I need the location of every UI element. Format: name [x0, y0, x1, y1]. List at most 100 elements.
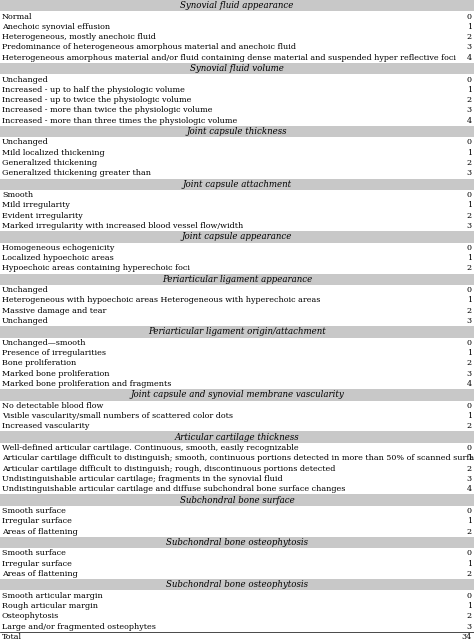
Text: 2: 2 [467, 33, 472, 41]
Text: 3: 3 [467, 317, 472, 325]
Bar [0, 85, 474, 95]
Text: Periarticular ligament origin/attachment: Periarticular ligament origin/attachment [148, 327, 326, 336]
Bar [0, 389, 474, 401]
Text: Mild localized thickening: Mild localized thickening [2, 149, 105, 157]
Text: Localized hypoechoic areas: Localized hypoechoic areas [2, 254, 114, 262]
Bar [0, 431, 474, 443]
Text: Irregular surface: Irregular surface [2, 560, 72, 568]
Bar [0, 148, 474, 158]
Text: Predominance of heterogeneous amorphous material and anechoic fluid: Predominance of heterogeneous amorphous … [2, 44, 296, 51]
Text: 34: 34 [462, 633, 472, 641]
Bar [0, 178, 474, 190]
Bar [0, 137, 474, 148]
Text: Smooth articular margin: Smooth articular margin [2, 591, 103, 600]
Bar [0, 443, 474, 453]
Text: 3: 3 [467, 107, 472, 114]
Text: Increased - more than twice the physiologic volume: Increased - more than twice the physiolo… [2, 107, 212, 114]
Bar [0, 526, 474, 537]
Text: 3: 3 [467, 169, 472, 177]
Bar [0, 63, 474, 74]
Text: 0: 0 [467, 286, 472, 294]
Text: 4: 4 [467, 54, 472, 62]
Text: Heterogeneous, mostly anechoic fluid: Heterogeneous, mostly anechoic fluid [2, 33, 156, 41]
Text: Synovial fluid appearance: Synovial fluid appearance [180, 1, 294, 10]
Text: 4: 4 [467, 380, 472, 388]
Text: Articular cartilage difficult to distinguish; smooth, continuous portions detect: Articular cartilage difficult to disting… [2, 455, 474, 462]
Text: 1: 1 [467, 455, 472, 462]
Bar [0, 243, 474, 253]
Text: Joint capsule and synovial membrane vascularity: Joint capsule and synovial membrane vasc… [130, 390, 344, 399]
Bar [0, 537, 474, 548]
Bar [0, 411, 474, 421]
Bar [0, 369, 474, 379]
Bar [0, 338, 474, 348]
Text: Irregular surface: Irregular surface [2, 517, 72, 525]
Bar [0, 95, 474, 105]
Text: Joint capsule appearance: Joint capsule appearance [182, 232, 292, 241]
Text: Areas of flattening: Areas of flattening [2, 570, 78, 578]
Text: 2: 2 [467, 159, 472, 167]
Text: 1: 1 [467, 202, 472, 209]
Text: 2: 2 [467, 528, 472, 535]
Bar [0, 484, 474, 494]
Text: 0: 0 [467, 591, 472, 600]
Text: Increased vascularity: Increased vascularity [2, 422, 90, 430]
Bar [0, 0, 474, 12]
Text: Rough articular margin: Rough articular margin [2, 602, 98, 610]
Bar [0, 42, 474, 53]
Bar [0, 379, 474, 389]
Bar [0, 221, 474, 231]
Text: Joint capsule attachment: Joint capsule attachment [182, 180, 292, 189]
Text: Total: Total [2, 633, 22, 641]
Bar [0, 569, 474, 579]
Text: 2: 2 [467, 307, 472, 315]
Text: Unchanged: Unchanged [2, 286, 49, 294]
Text: 2: 2 [467, 465, 472, 473]
Text: 1: 1 [467, 349, 472, 357]
Text: Generalized thickening greater than: Generalized thickening greater than [2, 169, 151, 177]
Text: 0: 0 [467, 402, 472, 410]
Text: Mild irregularity: Mild irregularity [2, 202, 70, 209]
Text: Marked irregularity with increased blood vessel flow/width: Marked irregularity with increased blood… [2, 222, 243, 230]
Text: Heterogeneous amorphous material and/or fluid containing dense material and susp: Heterogeneous amorphous material and/or … [2, 54, 456, 62]
Text: Subchondral bone surface: Subchondral bone surface [180, 496, 294, 505]
Bar [0, 453, 474, 464]
Bar [0, 358, 474, 369]
Bar [0, 273, 474, 285]
Bar [0, 506, 474, 516]
Bar [0, 326, 474, 338]
Text: Increased - up to twice the physiologic volume: Increased - up to twice the physiologic … [2, 96, 191, 104]
Bar [0, 632, 474, 642]
Text: Areas of flattening: Areas of flattening [2, 528, 78, 535]
Text: 4: 4 [467, 117, 472, 125]
Text: Undistinguishable articular cartilage and diffuse subchondral bone surface chang: Undistinguishable articular cartilage an… [2, 485, 346, 493]
Text: 2: 2 [467, 212, 472, 220]
Text: Articular cartilage difficult to distinguish; rough, discontinuous portions dete: Articular cartilage difficult to disting… [2, 465, 336, 473]
Bar [0, 53, 474, 63]
Text: Anechoic synovial effusion: Anechoic synovial effusion [2, 23, 110, 31]
Bar [0, 158, 474, 168]
Text: 0: 0 [467, 244, 472, 252]
Text: 3: 3 [467, 623, 472, 630]
Text: Visible vascularity/small numbers of scattered color dots: Visible vascularity/small numbers of sca… [2, 412, 233, 420]
Bar [0, 74, 474, 85]
Text: Evident irregularity: Evident irregularity [2, 212, 83, 220]
Bar [0, 316, 474, 326]
Text: Hypoechoic areas containing hyperechoic foci: Hypoechoic areas containing hyperechoic … [2, 265, 190, 272]
Text: Generalized thickening: Generalized thickening [2, 159, 97, 167]
Text: 3: 3 [467, 475, 472, 483]
Bar [0, 621, 474, 632]
Bar [0, 211, 474, 221]
Bar [0, 579, 474, 591]
Text: Unchanged—smooth: Unchanged—smooth [2, 339, 86, 347]
Bar [0, 285, 474, 295]
Text: 0: 0 [467, 550, 472, 557]
Bar [0, 611, 474, 621]
Text: 0: 0 [467, 191, 472, 199]
Bar [0, 231, 474, 243]
Text: Normal: Normal [2, 13, 33, 21]
Bar [0, 12, 474, 22]
Bar [0, 32, 474, 42]
Text: 2: 2 [467, 612, 472, 620]
Text: Articular cartilage thickness: Articular cartilage thickness [175, 433, 299, 442]
